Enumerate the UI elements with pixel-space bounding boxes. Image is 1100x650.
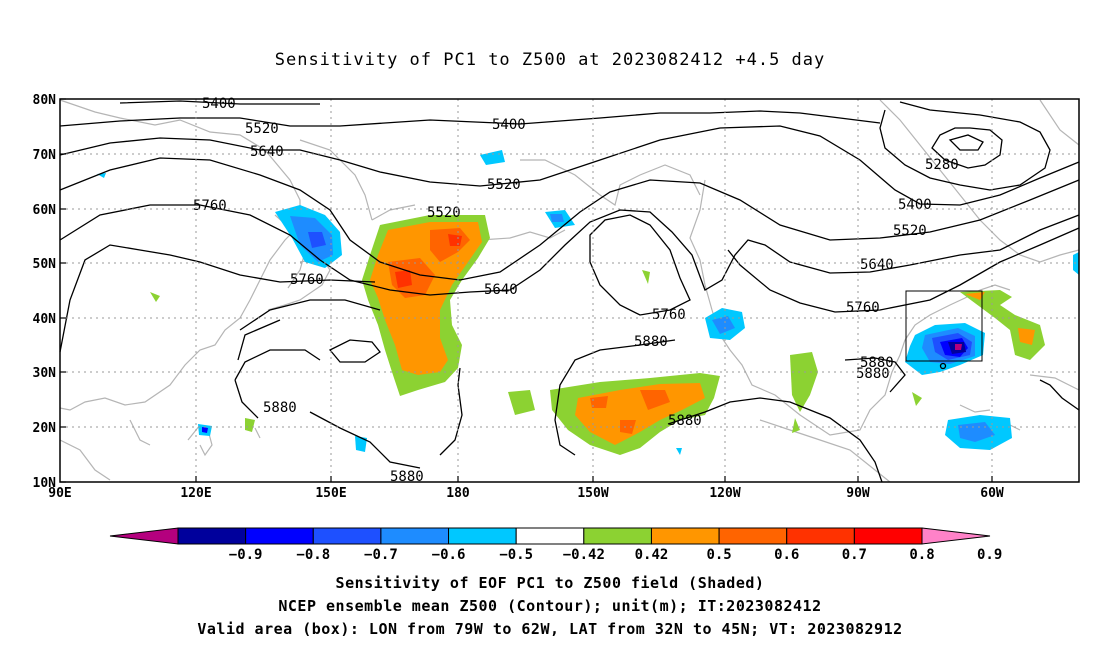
- z500-contours: [59, 100, 1080, 483]
- contour-label: 5760: [193, 198, 227, 214]
- colorbar-label: −0.8: [296, 547, 330, 563]
- lat-label: 20N: [33, 421, 57, 436]
- lon-label: 150E: [315, 486, 346, 501]
- lat-label: 30N: [33, 366, 57, 381]
- contour-label: 5880: [263, 400, 297, 416]
- contour-label: 5640: [484, 282, 518, 298]
- colorbar-label: 0.8: [909, 547, 934, 563]
- colorbar-label: 0.7: [842, 547, 867, 563]
- lon-label: 150W: [577, 486, 608, 501]
- colorbar: −0.9 −0.8 −0.7 −0.6 −0.5 −0.42 0.42 0.5 0.6 0.7 0.…: [109, 527, 1002, 563]
- colorbar-label: 0.6: [774, 547, 799, 563]
- lon-label: 120E: [180, 486, 211, 501]
- lat-label: 70N: [33, 148, 57, 163]
- caption-valid-area: Valid area (box): LON from 79W to 62W, L…: [197, 620, 903, 638]
- colorbar-swatch: [583, 527, 652, 545]
- contour-label: 5640: [250, 144, 284, 160]
- colorbar-label: −0.6: [432, 547, 466, 563]
- map-title: Sensitivity of PC1 to Z500 at 2023082412…: [274, 50, 826, 70]
- colorbar-swatch: [312, 527, 382, 545]
- colorbar-swatch: [380, 527, 450, 545]
- colorbar-label: −0.7: [364, 547, 398, 563]
- valid-area-box: [905, 290, 983, 362]
- plot-frame: [59, 98, 1080, 483]
- lat-label: 10N: [33, 476, 57, 491]
- lon-label: 90E: [48, 486, 71, 501]
- contour-label: 5640: [860, 257, 894, 273]
- colorbar-swatch: [786, 527, 855, 545]
- lat-label: 40N: [33, 312, 57, 327]
- colorbar-label: −0.9: [229, 547, 263, 563]
- colorbar-label: −0.42: [563, 547, 605, 563]
- lat-label: 80N: [33, 93, 57, 108]
- contour-label: 5760: [652, 307, 686, 323]
- colorbar-swatch: [177, 527, 247, 545]
- contour-label: 5760: [846, 300, 880, 316]
- contour-label: 5880: [634, 334, 668, 350]
- colorbar-swatch: [650, 527, 720, 545]
- lat-label: 60N: [33, 203, 57, 218]
- contour-label: 5880: [668, 413, 702, 429]
- contour-label: 5520: [245, 121, 279, 137]
- contour-label: 5400: [202, 96, 236, 112]
- lon-label: 60W: [980, 486, 1004, 501]
- colorbar-swatch: [718, 527, 788, 545]
- contour-label: 5880: [860, 355, 894, 371]
- colorbar-swatch: [448, 527, 517, 545]
- contour-label: 5760: [290, 272, 324, 288]
- lon-label: 90W: [846, 486, 870, 501]
- contour-label: 5880: [856, 366, 890, 382]
- contour-label: 5400: [492, 117, 526, 133]
- contour-label: 5520: [427, 205, 461, 221]
- contour-labels: 5400 5520 5640 5760 5760 5880 5880 5520 …: [193, 96, 959, 485]
- colorbar-arrow-low: [109, 527, 179, 545]
- colorbar-label: 0.42: [635, 547, 669, 563]
- colorbar-label: 0.5: [706, 547, 731, 563]
- contour-label: 5400: [898, 197, 932, 213]
- lon-label: 120W: [709, 486, 740, 501]
- contour-label: 5880: [390, 469, 424, 485]
- colorbar-swatch: [515, 527, 585, 545]
- lon-label: 180: [446, 486, 470, 501]
- gridlines: [60, 99, 1079, 482]
- colorbar-swatch: [853, 527, 923, 545]
- caption-shaded: Sensitivity of EOF PC1 to Z500 field (Sh…: [335, 574, 765, 592]
- colorbar-arrow-high: [921, 527, 991, 545]
- contour-label: 5520: [487, 177, 521, 193]
- colorbar-label: −0.5: [499, 547, 533, 563]
- contour-label: 5520: [893, 223, 927, 239]
- caption-contour: NCEP ensemble mean Z500 (Contour); unit(…: [278, 597, 822, 615]
- contour-label: 5280: [925, 157, 959, 173]
- lat-label: 50N: [33, 257, 57, 272]
- colorbar-label: 0.9: [977, 547, 1002, 563]
- colorbar-swatch: [245, 527, 314, 545]
